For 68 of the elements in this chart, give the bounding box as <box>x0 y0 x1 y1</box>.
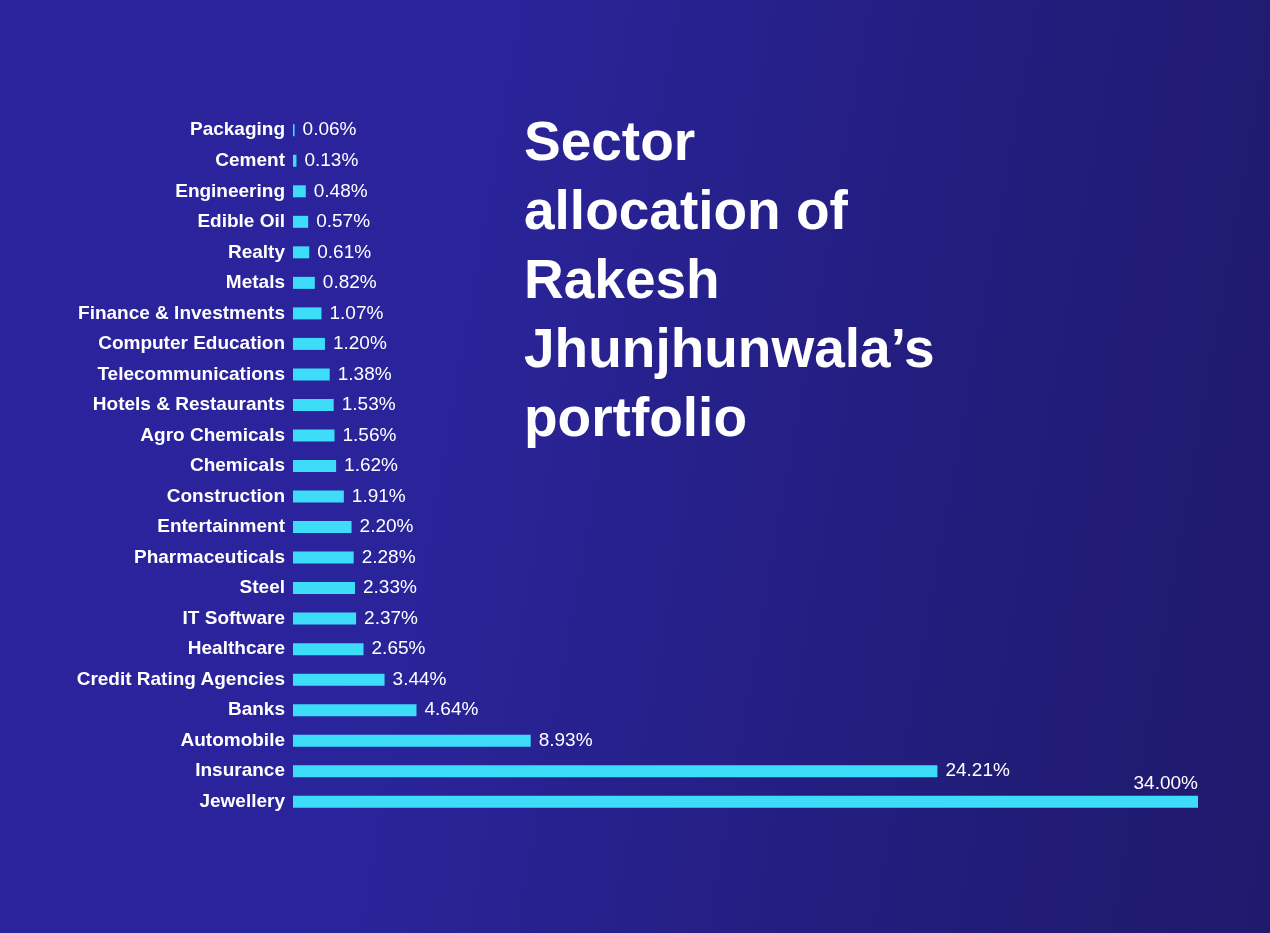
data-label: 0.13% <box>304 149 359 171</box>
bar <box>293 398 334 411</box>
y-tick-label: Entertainment <box>157 515 286 537</box>
bar <box>293 460 337 472</box>
bar <box>293 215 309 228</box>
y-tick-label: Metals <box>225 271 285 293</box>
data-label: 1.38% <box>337 362 392 384</box>
data-label: 24.21% <box>945 759 1010 781</box>
data-label: 0.61% <box>317 240 372 262</box>
y-tick-label: Steel <box>239 576 285 598</box>
y-tick-label: Cement <box>215 149 286 171</box>
data-label: 1.20% <box>332 332 387 354</box>
bar <box>293 643 364 656</box>
data-label: 0.57% <box>316 210 371 232</box>
data-label: 1.91% <box>351 484 406 506</box>
data-label: 8.93% <box>538 728 593 750</box>
y-tick-label: Chemicals <box>189 454 285 476</box>
y-tick-label: Realty <box>227 240 286 262</box>
y-tick-label: Automobile <box>180 728 285 750</box>
data-label: 1.56% <box>342 423 397 445</box>
bar <box>293 551 354 564</box>
bar <box>293 765 938 778</box>
bar <box>293 246 310 259</box>
data-label: 1.07% <box>329 301 384 323</box>
y-tick-label: Telecommunications <box>97 362 285 384</box>
data-label: 2.37% <box>364 606 419 628</box>
data-label: 2.28% <box>361 545 416 567</box>
bar <box>293 582 356 595</box>
data-label: 2.33% <box>363 576 417 598</box>
data-label: 0.48% <box>313 179 368 201</box>
bar <box>293 490 344 503</box>
y-tick-label: Computer Education <box>98 332 285 354</box>
data-label: 34.00% <box>1133 772 1199 794</box>
y-tick-label: Edible Oil <box>197 210 285 232</box>
data-label: 1.53% <box>341 393 396 415</box>
bar <box>293 795 1198 808</box>
y-tick-label: Healthcare <box>187 637 285 659</box>
y-tick-label: Agro Chemicals <box>140 423 285 445</box>
bar <box>293 521 352 534</box>
y-tick-label: Credit Rating Agencies <box>76 667 285 689</box>
data-label: 0.06% <box>302 118 357 140</box>
text: Sector allocation of Rakesh Jhunjhunwala’s portfolio <box>524 109 936 450</box>
bar <box>293 337 325 350</box>
bar <box>293 368 330 381</box>
bar <box>293 612 357 625</box>
data-label: 3.44% <box>392 667 447 689</box>
y-tick-label: Jewellery <box>199 789 286 811</box>
data-label: 1.62% <box>344 454 399 476</box>
y-tick-label: Finance & Investments <box>78 301 285 323</box>
bar <box>293 704 417 717</box>
y-tick-label: Banks <box>227 698 285 720</box>
bar <box>293 429 335 442</box>
bar <box>293 307 322 320</box>
y-tick-label: Hotels & Restaurants <box>92 393 285 415</box>
y-tick-label: Pharmaceuticals <box>133 545 285 567</box>
bar <box>293 276 315 289</box>
bar <box>293 673 385 686</box>
y-tick-label: Engineering <box>175 179 285 201</box>
y-tick-label: Construction <box>166 484 285 506</box>
y-tick-label: IT Software <box>182 606 285 628</box>
y-tick-label: Insurance <box>195 759 285 781</box>
bar <box>293 185 306 198</box>
data-label: 2.65% <box>371 637 426 659</box>
data-label: 4.64% <box>424 698 479 720</box>
y-tick-label: Packaging <box>189 118 285 140</box>
bar <box>293 734 531 747</box>
data-label: 0.82% <box>322 271 377 293</box>
data-label: 2.20% <box>359 515 414 537</box>
